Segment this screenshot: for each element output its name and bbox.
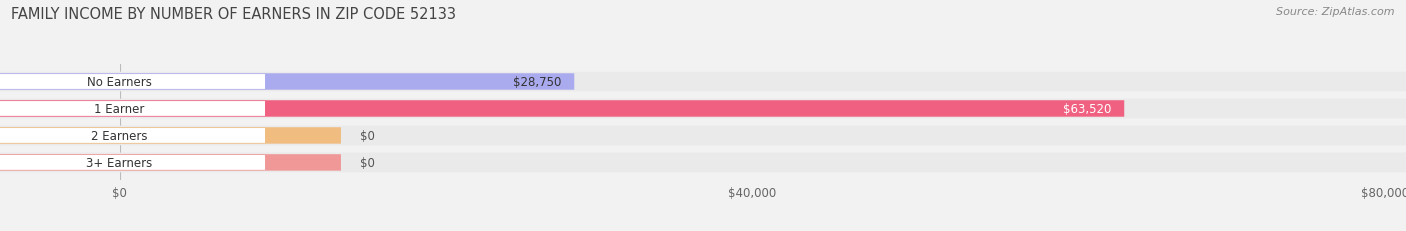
Text: 3+ Earners: 3+ Earners <box>86 156 153 169</box>
FancyBboxPatch shape <box>0 74 574 90</box>
FancyBboxPatch shape <box>0 128 342 144</box>
Text: FAMILY INCOME BY NUMBER OF EARNERS IN ZIP CODE 52133: FAMILY INCOME BY NUMBER OF EARNERS IN ZI… <box>11 7 457 22</box>
Text: $0: $0 <box>360 129 375 142</box>
Text: Source: ZipAtlas.com: Source: ZipAtlas.com <box>1277 7 1395 17</box>
Text: 1 Earner: 1 Earner <box>94 103 145 116</box>
Text: $63,520: $63,520 <box>1063 103 1112 116</box>
Text: 2 Earners: 2 Earners <box>91 129 148 142</box>
FancyBboxPatch shape <box>0 155 264 170</box>
FancyBboxPatch shape <box>0 99 1406 119</box>
FancyBboxPatch shape <box>0 102 264 116</box>
FancyBboxPatch shape <box>0 101 1125 117</box>
FancyBboxPatch shape <box>0 72 1406 92</box>
FancyBboxPatch shape <box>0 126 1406 146</box>
FancyBboxPatch shape <box>0 128 264 143</box>
Text: No Earners: No Earners <box>87 76 152 89</box>
Text: $28,750: $28,750 <box>513 76 561 89</box>
FancyBboxPatch shape <box>0 155 342 171</box>
FancyBboxPatch shape <box>0 153 1406 173</box>
Text: $0: $0 <box>360 156 375 169</box>
FancyBboxPatch shape <box>0 75 264 90</box>
